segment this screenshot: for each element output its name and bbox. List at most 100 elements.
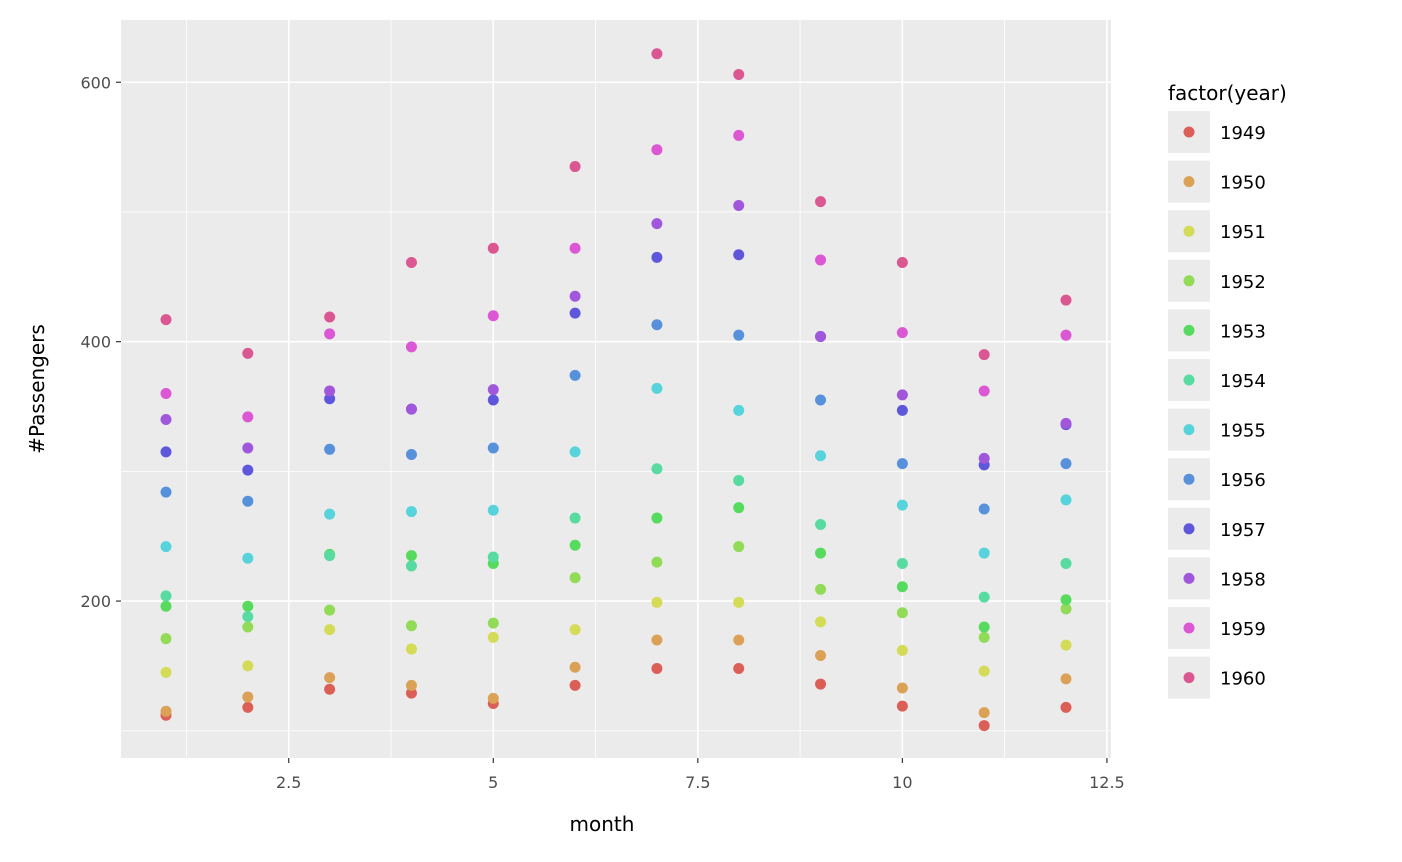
legend-marker [1183, 126, 1195, 138]
data-point [815, 254, 827, 266]
legend-label: 1956 [1220, 470, 1266, 491]
data-point [242, 660, 254, 672]
data-point [815, 583, 827, 595]
legend-label: 1954 [1220, 371, 1266, 392]
data-point [896, 644, 908, 656]
data-point [242, 621, 254, 633]
data-point [160, 600, 172, 612]
data-point [1060, 458, 1072, 470]
data-point [1060, 417, 1072, 429]
data-point [733, 129, 745, 141]
data-point [733, 474, 745, 486]
data-point [405, 560, 417, 572]
data-point [651, 512, 663, 524]
data-point [1060, 594, 1072, 606]
x-tick-label: 2.5 [276, 773, 301, 792]
data-point [733, 249, 745, 261]
data-point [569, 446, 581, 458]
data-point [978, 621, 990, 633]
data-points [160, 48, 1072, 732]
data-point [324, 443, 336, 455]
data-point [978, 452, 990, 464]
legend-marker [1183, 225, 1195, 237]
data-point [896, 499, 908, 511]
data-point [978, 349, 990, 361]
legend-label: 1959 [1220, 619, 1266, 640]
data-point [978, 665, 990, 677]
legend: factor(year) 1949 1950 1951 1952 1953 1954 195… [1168, 81, 1287, 699]
data-point [487, 384, 499, 396]
y-axis-title: #Passengers [25, 324, 49, 454]
data-point [569, 290, 581, 302]
data-point [978, 547, 990, 559]
data-point [324, 672, 336, 684]
legend-label: 1955 [1220, 421, 1266, 442]
data-point [569, 242, 581, 254]
data-point [487, 242, 499, 254]
data-point [242, 464, 254, 476]
data-point [324, 604, 336, 616]
data-point [405, 506, 417, 518]
legend-marker [1183, 424, 1195, 436]
data-point [651, 463, 663, 475]
data-point [651, 144, 663, 156]
data-point [651, 382, 663, 394]
legend-marker [1183, 473, 1195, 485]
legend-label: 1949 [1220, 123, 1266, 144]
data-point [242, 411, 254, 423]
data-point [651, 596, 663, 608]
data-point [651, 634, 663, 646]
data-point [405, 620, 417, 632]
data-point [978, 385, 990, 397]
y-tick-label: 200 [80, 592, 111, 611]
data-point [1060, 294, 1072, 306]
data-point [733, 404, 745, 416]
data-point [405, 341, 417, 353]
data-point [242, 600, 254, 612]
data-point [815, 330, 827, 342]
legend-label: 1951 [1220, 222, 1266, 243]
x-axis-title: month [570, 812, 635, 836]
data-point [569, 369, 581, 381]
data-point [978, 503, 990, 515]
x-tick-label: 12.5 [1089, 773, 1125, 792]
data-point [242, 701, 254, 713]
data-point [242, 611, 254, 623]
legend-marker [1183, 523, 1195, 535]
data-point [242, 552, 254, 564]
data-point [487, 442, 499, 454]
data-point [487, 551, 499, 563]
data-point [896, 257, 908, 269]
data-point [405, 679, 417, 691]
data-point [1060, 494, 1072, 506]
data-point [733, 502, 745, 514]
data-point [651, 251, 663, 263]
legend-marker [1183, 374, 1195, 386]
data-point [1060, 639, 1072, 651]
data-point [815, 547, 827, 559]
legend-marker [1183, 176, 1195, 188]
data-point [651, 663, 663, 675]
data-point [896, 682, 908, 694]
data-point [569, 624, 581, 636]
data-point [160, 590, 172, 602]
axes: 2.5 5 7.5 10 12.5 200 400 600 [80, 73, 1124, 792]
data-point [242, 442, 254, 454]
data-point [569, 661, 581, 673]
data-point [978, 707, 990, 719]
data-point [733, 596, 745, 608]
data-point [324, 683, 336, 695]
data-point [896, 607, 908, 619]
data-point [405, 687, 417, 699]
data-point [1060, 701, 1072, 713]
grid [121, 20, 1111, 758]
data-point [569, 539, 581, 551]
data-point [896, 458, 908, 470]
data-point [487, 310, 499, 322]
legend-label: 1958 [1220, 569, 1266, 590]
legend-label: 1953 [1220, 321, 1266, 342]
data-point [324, 385, 336, 397]
data-point [487, 631, 499, 643]
data-point [324, 311, 336, 323]
legend-label: 1957 [1220, 520, 1266, 541]
